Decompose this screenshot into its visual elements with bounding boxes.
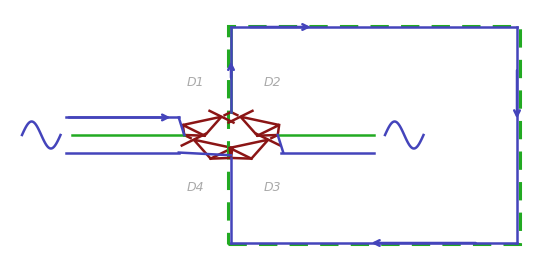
Text: D4: D4 [186,181,204,194]
Text: D2: D2 [263,76,281,89]
Text: D3: D3 [263,181,281,194]
Text: D1: D1 [186,76,204,89]
Bar [228,26,520,244]
